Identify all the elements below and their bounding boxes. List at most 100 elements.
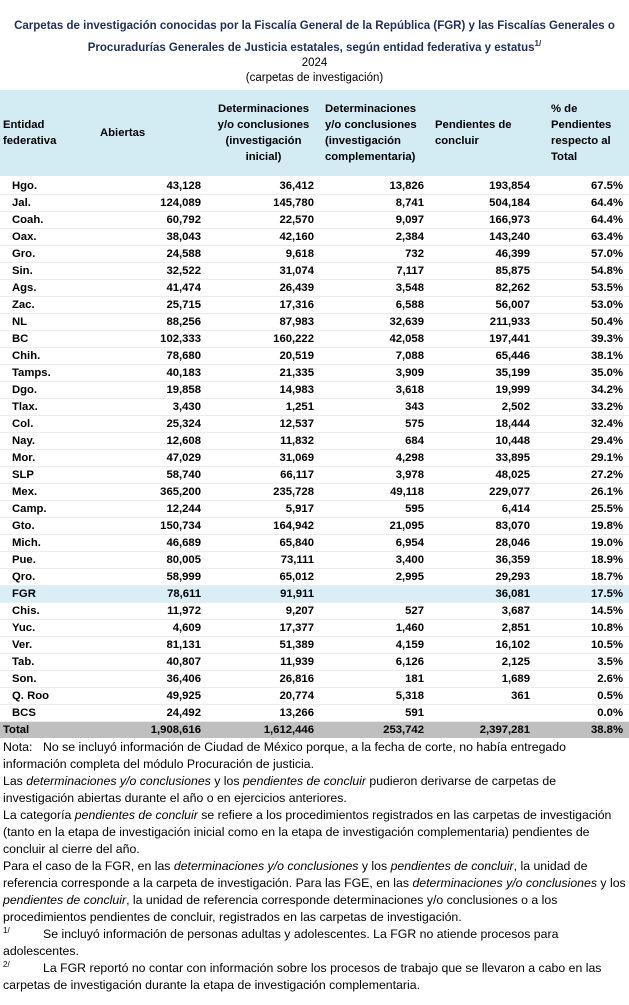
entity-cell: Gro. bbox=[0, 245, 95, 263]
value-cell: 33.2% bbox=[536, 398, 629, 416]
value-cell: 6,954 bbox=[320, 534, 430, 552]
value-cell: 29.1% bbox=[536, 449, 629, 467]
table-total: Total 1,908,616 1,612,446 253,742 2,397,281 3… bbox=[0, 721, 629, 738]
note-emphasis: determinaciones y/o conclusiones bbox=[26, 774, 211, 788]
value-cell: 25.5% bbox=[536, 500, 629, 518]
entity-cell: Pue. bbox=[0, 551, 95, 569]
value-cell: 29.4% bbox=[536, 432, 629, 450]
value-cell: 5,318 bbox=[320, 687, 430, 705]
value-cell: 65,840 bbox=[207, 534, 320, 552]
entity-cell: Q. Roo bbox=[0, 687, 95, 705]
table-row: Oax. 38,043 42,160 2,384 143,240 63.4% bbox=[0, 228, 629, 246]
value-cell: 34.2% bbox=[536, 381, 629, 399]
table-row: Tab. 40,807 11,939 6,126 2,125 3.5% bbox=[0, 653, 629, 671]
table-row: Tlax. 3,430 1,251 343 2,502 33.2% bbox=[0, 398, 629, 416]
entity-cell: Nay. bbox=[0, 432, 95, 450]
value-cell: 193,854 bbox=[430, 178, 536, 195]
entity-cell: Ver. bbox=[0, 636, 95, 654]
value-cell: 12,608 bbox=[95, 432, 207, 450]
value-cell: 39.3% bbox=[536, 330, 629, 348]
value-cell: 2,125 bbox=[430, 653, 536, 671]
value-cell: 160,222 bbox=[207, 330, 320, 348]
value-cell: 2,851 bbox=[430, 619, 536, 637]
value-cell: 211,933 bbox=[430, 313, 536, 331]
value-cell: 235,728 bbox=[207, 483, 320, 501]
entity-cell: Tab. bbox=[0, 653, 95, 671]
value-cell: 33,895 bbox=[430, 449, 536, 467]
value-cell: 9,097 bbox=[320, 211, 430, 229]
total-value: 1,908,616 bbox=[95, 721, 207, 738]
value-cell: 36,412 bbox=[207, 178, 320, 195]
entity-cell: Chih. bbox=[0, 347, 95, 365]
note-text: , la unidad de referencia corresponde a … bbox=[3, 859, 588, 890]
table-head: Entidad federativa Abiertas Determinacione… bbox=[0, 90, 629, 176]
table-row: Zac. 25,715 17,316 6,588 56,007 53.0% bbox=[0, 296, 629, 314]
value-cell: 28,046 bbox=[430, 534, 536, 552]
value-cell: 19,999 bbox=[430, 381, 536, 399]
value-cell: 42,058 bbox=[320, 330, 430, 348]
value-cell: 20,774 bbox=[207, 687, 320, 705]
value-cell: 3,548 bbox=[320, 279, 430, 297]
value-cell: 56,007 bbox=[430, 296, 536, 314]
value-cell: 26,816 bbox=[207, 670, 320, 688]
entity-cell: Oax. bbox=[0, 228, 95, 246]
total-value: 253,742 bbox=[320, 721, 430, 738]
value-cell: 150,734 bbox=[95, 517, 207, 535]
value-cell: 732 bbox=[320, 245, 430, 263]
entity-cell: NL bbox=[0, 313, 95, 331]
note-emphasis: pendientes de concluir bbox=[390, 859, 514, 873]
unit: (carpetas de investigación) bbox=[245, 71, 384, 84]
value-cell: 504,184 bbox=[430, 194, 536, 212]
value-cell: 684 bbox=[320, 432, 430, 450]
header-row: Entidad federativa Abiertas Determinacione… bbox=[0, 90, 629, 176]
column-header: Determinaciones y/o conclusiones (invest… bbox=[207, 90, 320, 176]
value-cell: 65,012 bbox=[207, 568, 320, 586]
note: Nota: No se incluyó información de Ciudad… bbox=[3, 739, 626, 773]
value-cell: 145,780 bbox=[207, 194, 320, 212]
value-cell: 65,446 bbox=[430, 347, 536, 365]
value-cell: 13,826 bbox=[320, 178, 430, 195]
footnote: 2/La FGR reportó no contar con informaci… bbox=[3, 960, 626, 994]
table-row: Mex. 365,200 235,728 49,118 229,077 26.1% bbox=[0, 483, 629, 501]
value-cell: 18.9% bbox=[536, 551, 629, 569]
entity-cell: Sin. bbox=[0, 262, 95, 280]
table-row: Coah. 60,792 22,570 9,097 166,973 64.4% bbox=[0, 211, 629, 229]
value-cell: 82,262 bbox=[430, 279, 536, 297]
value-cell: 2,384 bbox=[320, 228, 430, 246]
table-row: Col. 25,324 12,537 575 18,444 32.4% bbox=[0, 415, 629, 433]
value-cell: 36,081 bbox=[430, 585, 536, 603]
value-cell: 58,740 bbox=[95, 466, 207, 484]
value-cell: 2,995 bbox=[320, 568, 430, 586]
entity-cell: Hgo. bbox=[0, 178, 95, 195]
value-cell: 4,298 bbox=[320, 449, 430, 467]
entity-cell: Col. bbox=[0, 415, 95, 433]
column-header: Abiertas bbox=[95, 90, 207, 176]
total-value: 2,397,281 bbox=[430, 721, 536, 738]
value-cell: 51,389 bbox=[207, 636, 320, 654]
value-cell: 87,983 bbox=[207, 313, 320, 331]
value-cell: 78,611 bbox=[95, 585, 207, 603]
value-cell: 591 bbox=[320, 704, 430, 722]
value-cell: 3,909 bbox=[320, 364, 430, 382]
value-cell: 181 bbox=[320, 670, 430, 688]
table-row: Sin. 32,522 31,074 7,117 85,875 54.8% bbox=[0, 262, 629, 280]
value-cell: 11,939 bbox=[207, 653, 320, 671]
table-row: Jal. 124,089 145,780 8,741 504,184 64.4% bbox=[0, 194, 629, 212]
value-cell: 6,126 bbox=[320, 653, 430, 671]
value-cell: 6,588 bbox=[320, 296, 430, 314]
value-cell: 11,832 bbox=[207, 432, 320, 450]
value-cell: 229,077 bbox=[430, 483, 536, 501]
column-header: Determinaciones y/o conclusiones (invest… bbox=[320, 90, 430, 176]
value-cell: 83,070 bbox=[430, 517, 536, 535]
value-cell: 63.4% bbox=[536, 228, 629, 246]
entity-cell: Mex. bbox=[0, 483, 95, 501]
value-cell: 3,618 bbox=[320, 381, 430, 399]
value-cell: 0.0% bbox=[536, 704, 629, 722]
value-cell: 25,715 bbox=[95, 296, 207, 314]
value-cell: 64.4% bbox=[536, 211, 629, 229]
value-cell: 53.0% bbox=[536, 296, 629, 314]
note-text: , la unidad de referencia corresponde de… bbox=[3, 893, 558, 924]
entity-cell: Zac. bbox=[0, 296, 95, 314]
value-cell: 6,414 bbox=[430, 500, 536, 518]
value-cell: 48,025 bbox=[430, 466, 536, 484]
